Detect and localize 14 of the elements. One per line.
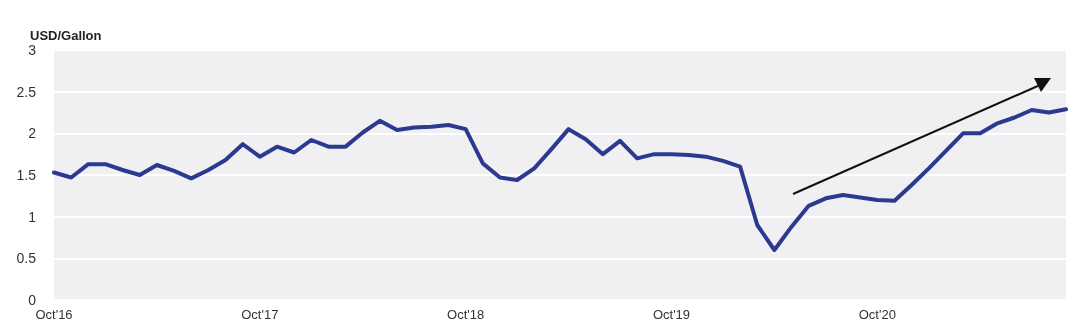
y-tick-label: 0.5 [16, 250, 37, 267]
y-tick-label: 2.5 [16, 83, 37, 100]
y-tick-label: 0 [28, 292, 37, 308]
x-tick-label: Oct'16 [35, 307, 73, 322]
y-tick-label: 1.5 [16, 167, 37, 183]
x-tick-label: Oct'19 [652, 307, 691, 322]
x-tick-label: Oct'20 [858, 307, 896, 322]
y-tick-label: 2 [28, 125, 37, 142]
x-tick-label: Oct'18 [447, 307, 485, 322]
x-tick-label: Oct'17 [241, 307, 279, 322]
y-tick-label: 1 [28, 208, 37, 225]
line-series [52, 107, 1068, 252]
y-axis-title: USD/Gallon [30, 28, 102, 43]
y-tick-label: 3 [28, 42, 37, 58]
